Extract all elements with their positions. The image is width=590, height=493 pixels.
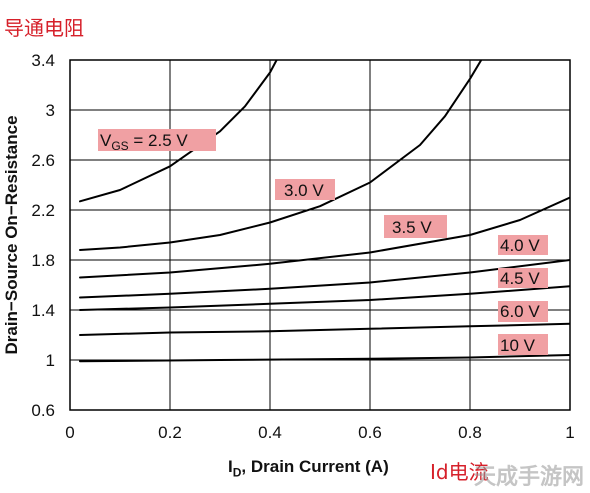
series-label-main: 6.0 V bbox=[500, 302, 540, 321]
x-axis-label-subscript: D bbox=[232, 465, 242, 480]
series-label: 10 V bbox=[500, 336, 536, 355]
y-tick-label: 1.8 bbox=[31, 251, 55, 270]
y-tick-label: 2.6 bbox=[31, 151, 55, 170]
x-tick-label: 1 bbox=[565, 423, 574, 442]
series-line bbox=[79, 354, 570, 363]
series-label-highlight bbox=[498, 268, 548, 288]
series-label-highlight bbox=[98, 129, 216, 151]
series-label: VGS = 2.5 V bbox=[100, 131, 188, 153]
series-line bbox=[79, 322, 570, 336]
series-label: 6.0 V bbox=[500, 302, 540, 321]
plot-frame bbox=[69, 59, 571, 411]
series-label-highlight bbox=[498, 301, 548, 322]
series-label-highlight bbox=[498, 235, 548, 255]
series-label: 3.5 V bbox=[392, 218, 432, 237]
x-tick-label: 0.8 bbox=[458, 423, 482, 442]
series-line bbox=[79, 259, 570, 299]
x-tick-label: 0.6 bbox=[358, 423, 382, 442]
resistance-annotation: 导通电阻 bbox=[4, 16, 84, 40]
series-label-main: 10 V bbox=[500, 336, 536, 355]
series-label-highlight bbox=[384, 215, 447, 238]
series-line bbox=[79, 196, 570, 279]
y-axis-label-text: Drain−Source On−Resistance bbox=[2, 115, 21, 355]
x-tick-label: 0.2 bbox=[158, 423, 182, 442]
series-label: 3.0 V bbox=[284, 181, 324, 200]
series-label-main: 4.5 V bbox=[500, 269, 540, 288]
current-annotation: Id电流 bbox=[430, 460, 489, 484]
y-tick-label: 3 bbox=[46, 101, 55, 120]
x-axis-label-rest: , Drain Current (A) bbox=[241, 457, 389, 476]
series-label-main: V bbox=[100, 131, 112, 150]
series-label-highlight bbox=[498, 334, 548, 355]
series-line bbox=[79, 285, 570, 311]
x-tick-label: 0.4 bbox=[258, 423, 282, 442]
series-label-rest: = 2.5 V bbox=[129, 131, 189, 150]
x-axis-label: ID, Drain Current (A) bbox=[228, 457, 389, 479]
series-label-main: 3.0 V bbox=[284, 181, 324, 200]
series-line bbox=[79, 60, 278, 203]
series-label: 4.5 V bbox=[500, 269, 540, 288]
x-tick-label: 0 bbox=[65, 423, 74, 442]
watermark-logo: 天成手游网 bbox=[473, 465, 584, 490]
y-tick-label: 0.6 bbox=[31, 401, 55, 420]
series-label-highlight bbox=[275, 179, 335, 200]
y-tick-label: 2.2 bbox=[31, 201, 55, 220]
y-tick-label: 1.4 bbox=[31, 301, 55, 320]
y-tick-label: 1 bbox=[46, 351, 55, 370]
x-axis-label-symbol: I bbox=[228, 457, 233, 476]
series-label: 4.0 V bbox=[500, 236, 540, 255]
y-tick-label: 3.4 bbox=[31, 51, 55, 70]
series-label-main: 4.0 V bbox=[500, 236, 540, 255]
series-label-sub: GS bbox=[111, 139, 128, 153]
series-label-main: 3.5 V bbox=[392, 218, 432, 237]
series-line bbox=[79, 60, 483, 251]
